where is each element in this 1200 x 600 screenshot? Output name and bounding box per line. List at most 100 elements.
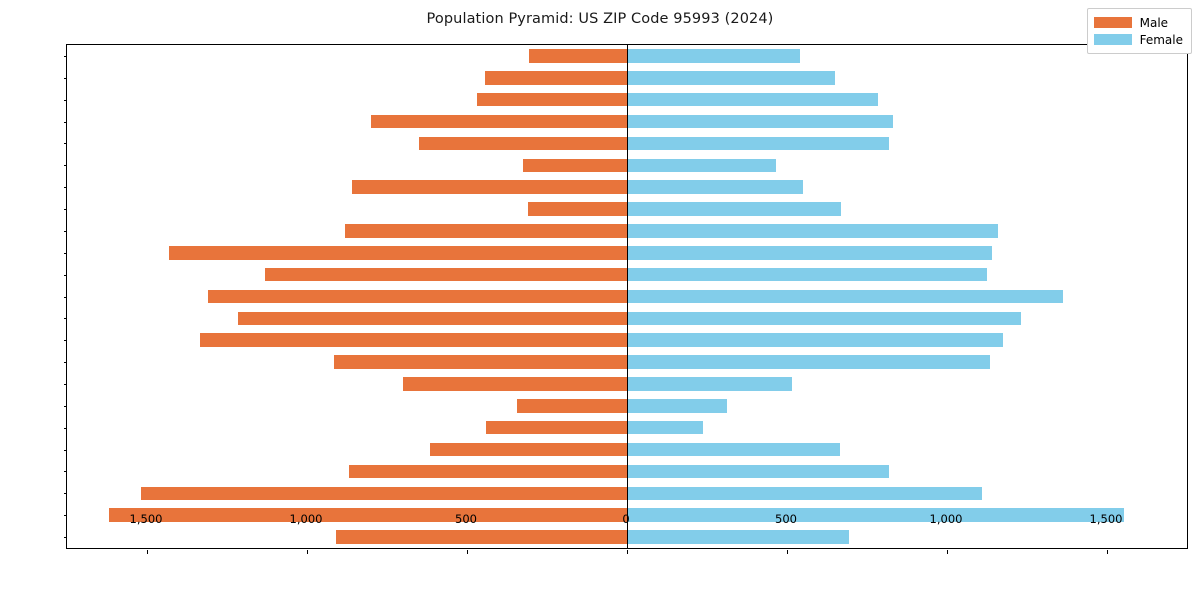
bar-male <box>265 267 627 282</box>
x-axis-label: 1,000 <box>929 512 963 526</box>
y-axis-tick <box>63 143 67 145</box>
y-axis-tick <box>63 427 67 429</box>
chart-legend: Male Female <box>1086 8 1192 54</box>
bar-male <box>169 245 627 260</box>
y-axis-tick <box>63 383 67 385</box>
legend-item-female: Female <box>1093 31 1183 48</box>
bar-male <box>348 464 627 479</box>
bar-male <box>334 355 627 369</box>
x-axis-tick <box>467 550 468 554</box>
bar-female <box>627 508 1124 522</box>
bar-male <box>335 530 627 544</box>
x-axis-tick <box>627 550 628 554</box>
y-axis-tick <box>63 296 67 298</box>
bar-row <box>67 530 1187 544</box>
bar-female <box>627 71 835 85</box>
legend-label-male: Male <box>1139 15 1169 30</box>
plot-area <box>63 44 1188 554</box>
bar-female <box>627 245 992 260</box>
x-axis-label: 500 <box>775 512 797 526</box>
y-axis-tick <box>63 274 67 276</box>
bar-row <box>67 311 1187 326</box>
bar-row <box>67 180 1187 194</box>
bar-row <box>67 333 1187 347</box>
bar-female <box>627 92 879 107</box>
bar-row <box>67 71 1187 85</box>
bar-female <box>627 399 728 413</box>
y-axis-tick <box>63 537 67 539</box>
y-axis-tick <box>63 471 67 473</box>
y-axis-tick <box>63 99 67 101</box>
bar-male <box>140 486 627 501</box>
bar-male <box>523 158 627 173</box>
legend-swatch-female-icon <box>1093 34 1132 45</box>
bar-female <box>627 311 1021 326</box>
chart-title: Population Pyramid: US ZIP Code 95993 (2… <box>426 11 774 27</box>
bar-row <box>67 267 1187 282</box>
bar-male <box>345 224 627 238</box>
bar-row <box>67 377 1187 391</box>
bar-male <box>238 311 627 326</box>
y-axis-tick <box>63 209 67 211</box>
y-axis-tick <box>63 405 67 407</box>
bar-male <box>207 289 627 304</box>
bar-row <box>67 508 1187 522</box>
x-axis-tick <box>147 550 148 554</box>
zero-axis-line <box>627 45 628 548</box>
bar-male <box>419 136 627 151</box>
bar-female <box>627 114 893 129</box>
bar-male <box>486 420 627 435</box>
y-axis-tick <box>63 515 67 517</box>
bar-female <box>627 158 776 173</box>
y-axis-tick <box>63 493 67 495</box>
y-axis-tick <box>63 230 67 232</box>
bar-row <box>67 136 1187 151</box>
y-axis-tick <box>63 449 67 451</box>
bar-male <box>476 92 627 107</box>
x-axis-label: 500 <box>455 512 477 526</box>
bar-female <box>627 333 1003 347</box>
y-axis-tick <box>63 77 67 79</box>
bar-row <box>67 464 1187 479</box>
bar-male <box>403 377 627 391</box>
bar-female <box>627 377 792 391</box>
y-axis-tick <box>63 187 67 189</box>
bar-female <box>627 486 983 501</box>
bar-female <box>627 267 987 282</box>
x-axis-label: 0 <box>622 512 630 526</box>
bar-row <box>67 158 1187 173</box>
y-axis-tick <box>63 121 67 123</box>
y-axis-tick <box>63 340 67 342</box>
bars-layer <box>67 45 1187 548</box>
bar-row <box>67 355 1187 369</box>
bar-row <box>67 92 1187 107</box>
x-axis-tick <box>787 550 788 554</box>
bar-row <box>67 289 1187 304</box>
bar-female <box>627 136 890 151</box>
bar-female <box>627 224 999 238</box>
x-axis-label: 1,500 <box>129 512 163 526</box>
bar-female <box>627 530 850 544</box>
x-axis-label: 1,000 <box>289 512 323 526</box>
bar-female <box>627 289 1064 304</box>
y-axis-tick <box>63 362 67 364</box>
bar-female <box>627 442 840 457</box>
bar-row <box>67 114 1187 129</box>
bar-female <box>627 420 703 435</box>
bar-row <box>67 442 1187 457</box>
bar-male <box>371 114 627 129</box>
bar-row <box>67 202 1187 216</box>
bar-female <box>627 180 803 194</box>
legend-swatch-male-icon <box>1093 17 1132 28</box>
bar-male <box>199 333 627 347</box>
bar-male <box>108 508 627 522</box>
bar-male <box>484 71 627 85</box>
bar-male <box>516 399 627 413</box>
y-axis-tick <box>63 165 67 167</box>
x-axis-tick <box>947 550 948 554</box>
bar-row <box>67 224 1187 238</box>
bar-row <box>67 245 1187 260</box>
bar-row <box>67 49 1187 63</box>
bar-male <box>351 180 627 194</box>
